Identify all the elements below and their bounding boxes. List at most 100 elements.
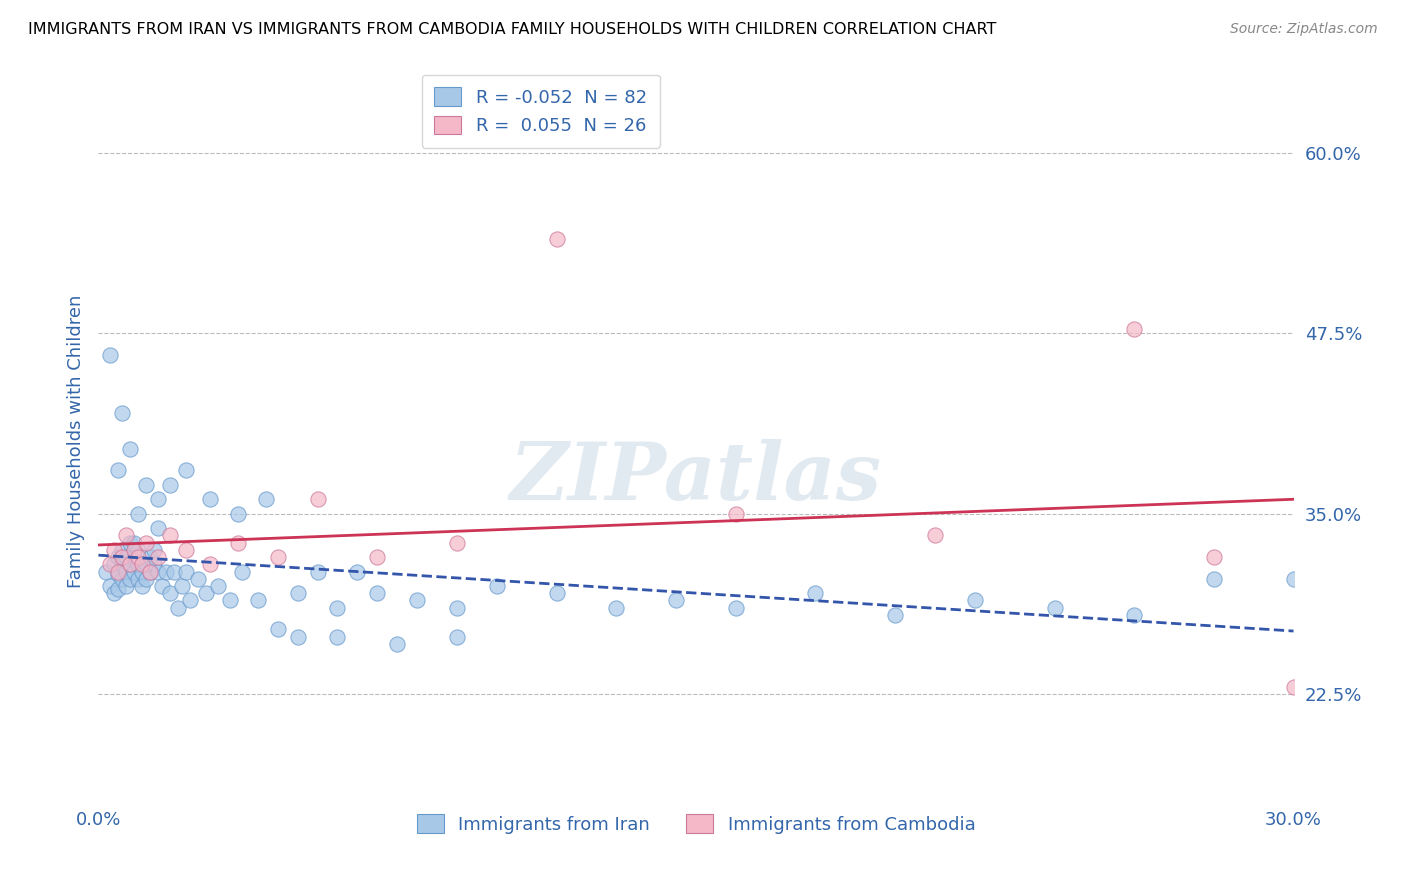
Point — [127, 507, 149, 521]
Point — [207, 579, 229, 593]
Point — [98, 348, 122, 362]
Point — [115, 565, 138, 579]
Point — [366, 586, 388, 600]
Point — [131, 558, 153, 572]
Point — [187, 572, 209, 586]
Point — [195, 586, 218, 600]
Point — [127, 542, 149, 557]
Point — [963, 593, 986, 607]
Point — [124, 565, 146, 579]
Point — [103, 542, 125, 557]
Point — [546, 586, 568, 600]
Point — [159, 586, 181, 600]
Point — [124, 535, 146, 549]
Point — [107, 567, 129, 582]
Point — [107, 565, 129, 579]
Point — [150, 579, 173, 593]
Point — [198, 492, 221, 507]
Point — [246, 593, 269, 607]
Point — [226, 507, 249, 521]
Point — [139, 565, 162, 579]
Point — [135, 572, 157, 586]
Point — [120, 558, 142, 572]
Point — [254, 492, 277, 507]
Point — [135, 478, 157, 492]
Point — [174, 542, 197, 557]
Point — [111, 572, 134, 586]
Point — [267, 623, 290, 637]
Point — [131, 579, 153, 593]
Point — [446, 535, 468, 549]
Point — [148, 492, 170, 507]
Point — [1282, 572, 1305, 586]
Legend: Immigrants from Iran, Immigrants from Cambodia: Immigrants from Iran, Immigrants from Ca… — [406, 804, 986, 845]
Point — [1202, 572, 1225, 586]
Point — [111, 550, 134, 565]
Point — [446, 600, 468, 615]
Point — [115, 550, 138, 565]
Point — [139, 565, 162, 579]
Point — [267, 550, 290, 565]
Point — [174, 565, 197, 579]
Point — [98, 558, 122, 572]
Point — [804, 586, 827, 600]
Point — [198, 558, 221, 572]
Point — [307, 492, 329, 507]
Point — [287, 630, 309, 644]
Point — [167, 600, 190, 615]
Point — [135, 535, 157, 549]
Point — [155, 565, 177, 579]
Text: Source: ZipAtlas.com: Source: ZipAtlas.com — [1230, 22, 1378, 37]
Point — [115, 528, 138, 542]
Point — [172, 579, 194, 593]
Point — [120, 558, 142, 572]
Point — [107, 463, 129, 477]
Point — [179, 593, 201, 607]
Point — [159, 478, 181, 492]
Point — [120, 442, 142, 456]
Point — [135, 558, 157, 572]
Point — [724, 600, 747, 615]
Point — [546, 232, 568, 246]
Point — [127, 558, 149, 572]
Point — [1123, 607, 1146, 622]
Point — [724, 507, 747, 521]
Point — [366, 550, 388, 565]
Point — [98, 579, 122, 593]
Point — [924, 528, 946, 542]
Point — [115, 579, 138, 593]
Point — [107, 582, 129, 596]
Point — [148, 565, 170, 579]
Point — [111, 558, 134, 572]
Point — [103, 586, 125, 600]
Point — [111, 406, 134, 420]
Point — [143, 558, 166, 572]
Point — [326, 630, 349, 644]
Point — [127, 550, 149, 565]
Point — [406, 593, 429, 607]
Point — [231, 565, 253, 579]
Point — [131, 565, 153, 579]
Point — [124, 542, 146, 557]
Point — [287, 586, 309, 600]
Point — [127, 572, 149, 586]
Point — [219, 593, 242, 607]
Y-axis label: Family Households with Children: Family Households with Children — [66, 295, 84, 588]
Point — [1282, 680, 1305, 694]
Point — [143, 542, 166, 557]
Point — [96, 565, 118, 579]
Point — [665, 593, 688, 607]
Point — [124, 550, 146, 565]
Point — [148, 550, 170, 565]
Point — [346, 565, 368, 579]
Point — [446, 630, 468, 644]
Point — [326, 600, 349, 615]
Point — [226, 535, 249, 549]
Point — [107, 550, 129, 565]
Point — [103, 558, 125, 572]
Point — [159, 528, 181, 542]
Point — [1123, 322, 1146, 336]
Point — [174, 463, 197, 477]
Point — [1202, 550, 1225, 565]
Point — [139, 550, 162, 565]
